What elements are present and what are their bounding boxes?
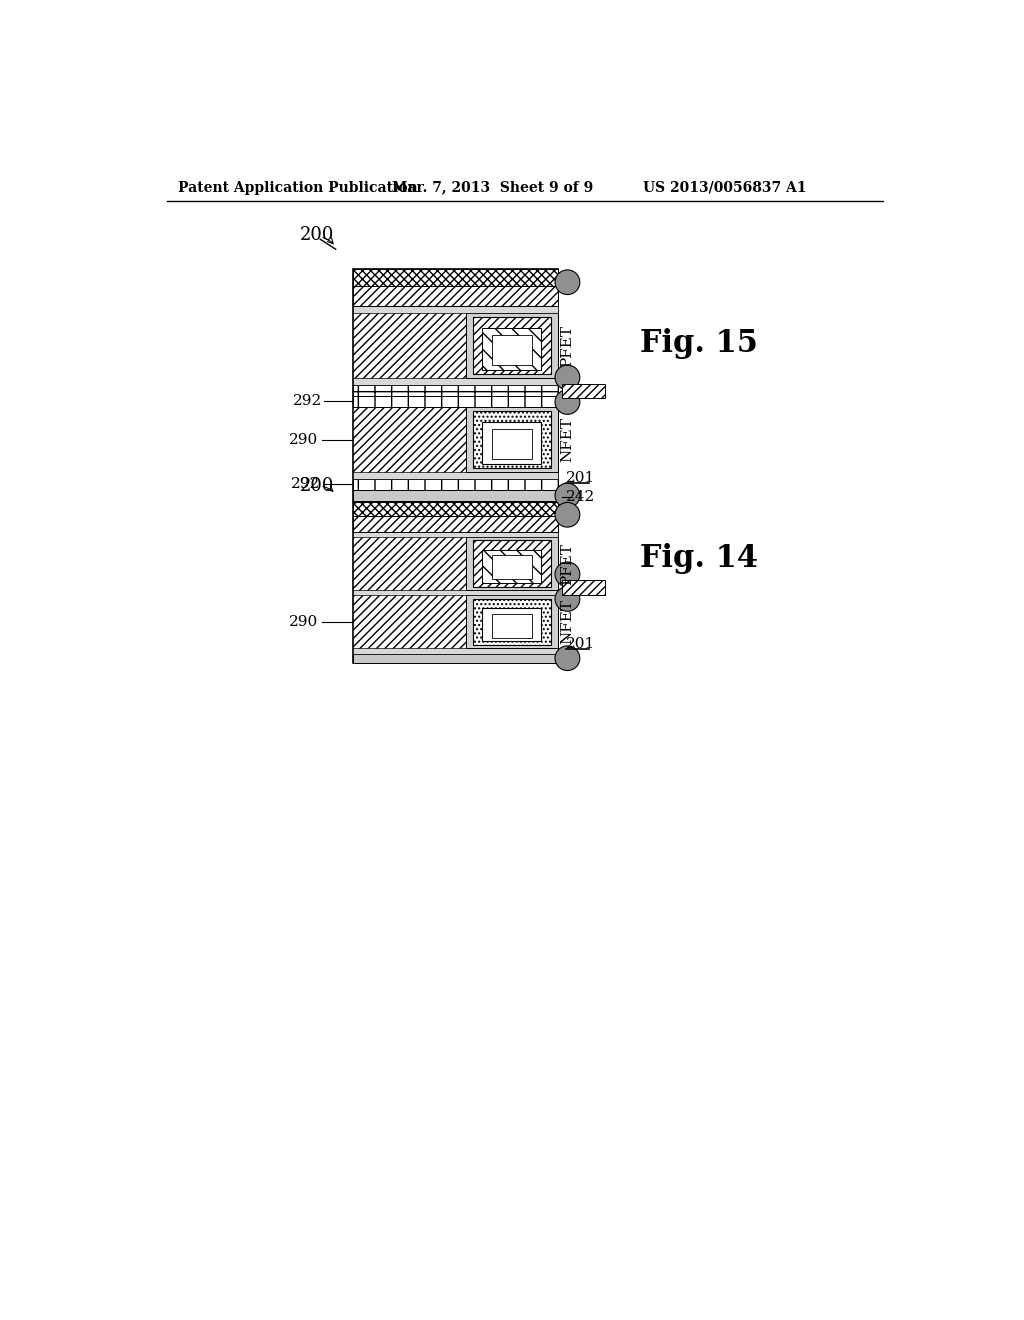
Text: Fig. 14: Fig. 14 xyxy=(640,544,758,574)
Bar xyxy=(352,306,558,313)
Text: US 2013/0056837 A1: US 2013/0056837 A1 xyxy=(643,181,807,194)
Circle shape xyxy=(555,483,580,508)
Circle shape xyxy=(555,562,580,586)
Bar xyxy=(352,269,558,502)
Bar xyxy=(482,329,542,370)
Circle shape xyxy=(555,645,580,671)
Bar xyxy=(352,648,558,653)
Circle shape xyxy=(555,503,580,527)
Text: Fig. 15: Fig. 15 xyxy=(640,327,758,359)
Text: 292: 292 xyxy=(293,395,322,408)
Text: 290: 290 xyxy=(290,433,318,446)
Text: 242: 242 xyxy=(566,490,595,504)
Circle shape xyxy=(555,366,580,389)
Bar xyxy=(562,384,604,399)
Text: NFET: NFET xyxy=(560,599,574,644)
Circle shape xyxy=(555,269,580,294)
Bar xyxy=(492,614,532,638)
Circle shape xyxy=(555,586,580,611)
Bar xyxy=(352,479,558,490)
Text: PFET: PFET xyxy=(560,325,574,367)
Bar xyxy=(466,595,558,648)
Text: Mar. 7, 2013  Sheet 9 of 9: Mar. 7, 2013 Sheet 9 of 9 xyxy=(391,181,593,194)
Bar xyxy=(352,384,558,396)
Text: Patent Application Publication: Patent Application Publication xyxy=(178,181,418,194)
Text: 292: 292 xyxy=(291,478,321,491)
Bar xyxy=(492,556,532,579)
Bar xyxy=(482,422,542,463)
Text: 201: 201 xyxy=(566,636,595,651)
Text: 201: 201 xyxy=(566,471,595,484)
Bar xyxy=(492,429,532,459)
Text: NFET: NFET xyxy=(560,417,574,462)
Bar xyxy=(352,378,558,384)
Bar xyxy=(352,269,558,286)
Bar xyxy=(473,411,551,469)
Bar xyxy=(352,516,558,532)
Text: PFET: PFET xyxy=(560,543,574,585)
Bar xyxy=(466,537,558,590)
Text: 200: 200 xyxy=(300,478,335,495)
Bar xyxy=(466,407,558,473)
Bar xyxy=(352,502,558,516)
Bar xyxy=(352,473,558,479)
Bar xyxy=(352,653,558,663)
Bar xyxy=(352,590,558,595)
Bar xyxy=(352,490,558,502)
Circle shape xyxy=(555,389,580,414)
Bar xyxy=(482,549,542,583)
Bar xyxy=(466,313,558,378)
Bar xyxy=(352,532,558,537)
Bar xyxy=(473,599,551,645)
Text: 200: 200 xyxy=(300,227,335,244)
Bar xyxy=(473,317,551,374)
Bar xyxy=(482,609,542,642)
Bar xyxy=(352,286,558,306)
Text: 290: 290 xyxy=(290,615,318,628)
Bar xyxy=(352,396,558,407)
Bar xyxy=(492,335,532,366)
Bar xyxy=(473,540,551,587)
Bar xyxy=(352,502,558,663)
Bar xyxy=(562,581,604,595)
